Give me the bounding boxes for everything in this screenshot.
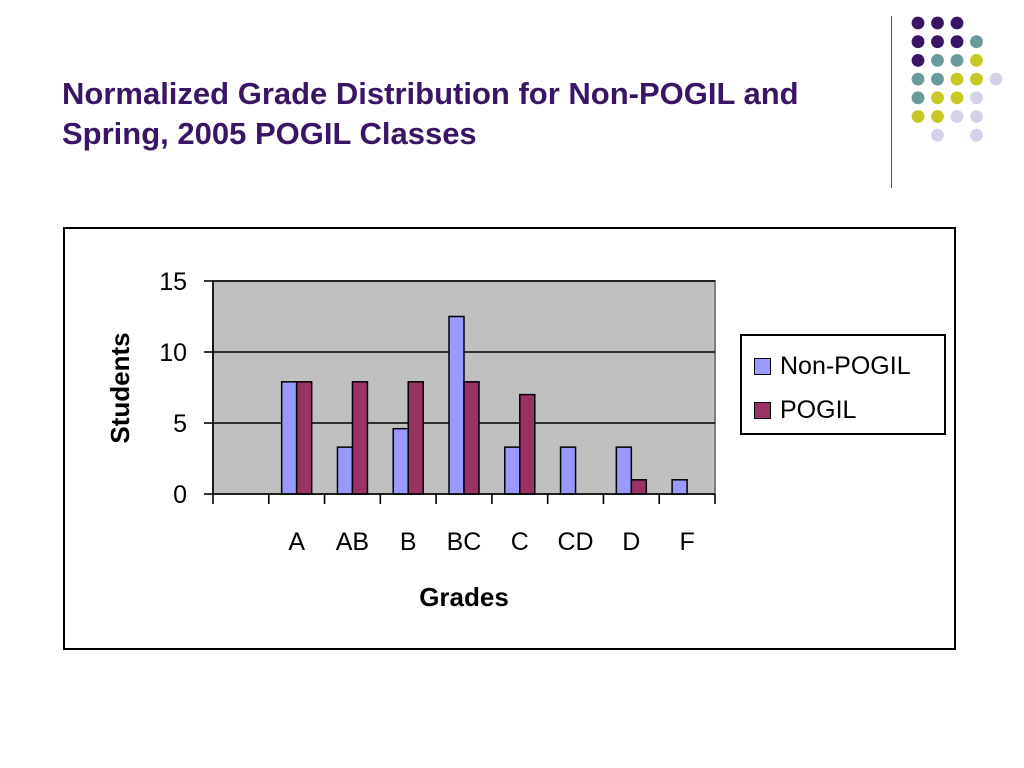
x-tick-label: F xyxy=(679,528,694,556)
decorative-dot xyxy=(970,35,983,49)
decorative-dot-grid xyxy=(911,16,1003,142)
bar-non-pogil xyxy=(559,446,577,495)
x-tick-label: A xyxy=(288,528,305,556)
bar-non-pogil xyxy=(392,427,409,495)
y-axis-title: Students xyxy=(105,332,135,443)
decorative-dot xyxy=(950,35,964,49)
title-divider xyxy=(891,16,892,188)
decorative-dot xyxy=(950,72,964,86)
decorative-dot xyxy=(970,72,983,86)
bar-non-pogil xyxy=(504,446,521,495)
decorative-dot xyxy=(911,72,925,86)
bar-pogil xyxy=(519,393,536,495)
decorative-dot xyxy=(931,16,944,30)
bar-non-pogil xyxy=(336,446,354,495)
x-tick-label: CD xyxy=(558,528,594,556)
y-tick-label: 5 xyxy=(173,410,187,438)
bar-pogil xyxy=(295,381,313,495)
decorative-dot xyxy=(931,128,944,142)
bar-pogil xyxy=(407,381,424,495)
x-tick-label: AB xyxy=(336,528,369,556)
bar-pogil xyxy=(630,479,648,495)
legend-label-pogil: POGIL xyxy=(780,395,857,424)
x-tick-label: B xyxy=(400,528,417,556)
decorative-dot xyxy=(911,110,925,123)
decorative-dot xyxy=(931,110,944,123)
bar-non-pogil xyxy=(448,315,465,495)
bars xyxy=(280,315,688,495)
bar-pogil xyxy=(463,381,480,495)
decorative-dot xyxy=(911,91,925,105)
decorative-dot xyxy=(970,110,983,123)
decorative-dot xyxy=(950,54,964,67)
decorative-dot xyxy=(970,91,983,105)
decorative-dot xyxy=(911,35,925,49)
decorative-dot xyxy=(970,128,983,142)
legend-item-non-pogil: Non-POGIL xyxy=(742,344,944,388)
y-tick-label: 10 xyxy=(159,339,187,367)
y-tick-label: 0 xyxy=(173,481,187,509)
decorative-dot xyxy=(970,54,983,67)
decorative-dot xyxy=(911,54,925,67)
x-tick-label: BC xyxy=(447,528,482,556)
slide-title: Normalized Grade Distribution for Non-PO… xyxy=(62,76,799,151)
axes xyxy=(204,280,716,504)
bar-non-pogil xyxy=(280,381,298,495)
x-tick-label: D xyxy=(622,528,640,556)
legend-label-non-pogil: Non-POGIL xyxy=(780,351,911,380)
decorative-dot xyxy=(989,72,1003,86)
decorative-dot xyxy=(950,16,964,30)
decorative-dot xyxy=(950,91,964,105)
bar-pogil xyxy=(351,381,369,495)
x-tick-label: C xyxy=(511,528,529,556)
tick-labels: 0 5 10 15 A AB B BC C CD D F xyxy=(159,268,695,556)
decorative-dot xyxy=(931,72,944,86)
legend-swatch-non-pogil xyxy=(754,357,771,375)
legend-item-pogil: POGIL xyxy=(742,388,944,432)
bar-non-pogil xyxy=(615,446,633,495)
decorative-dot xyxy=(931,54,944,67)
y-tick-label: 15 xyxy=(159,268,187,296)
decorative-dot xyxy=(931,35,944,49)
legend-swatch-pogil xyxy=(754,401,771,419)
decorative-dot xyxy=(950,110,964,123)
x-axis-title: Grades xyxy=(419,582,509,612)
chart-legend: Non-POGIL POGIL xyxy=(740,334,946,435)
decorative-dot xyxy=(931,91,944,105)
bar-non-pogil xyxy=(671,479,688,495)
decorative-dot xyxy=(911,16,925,30)
